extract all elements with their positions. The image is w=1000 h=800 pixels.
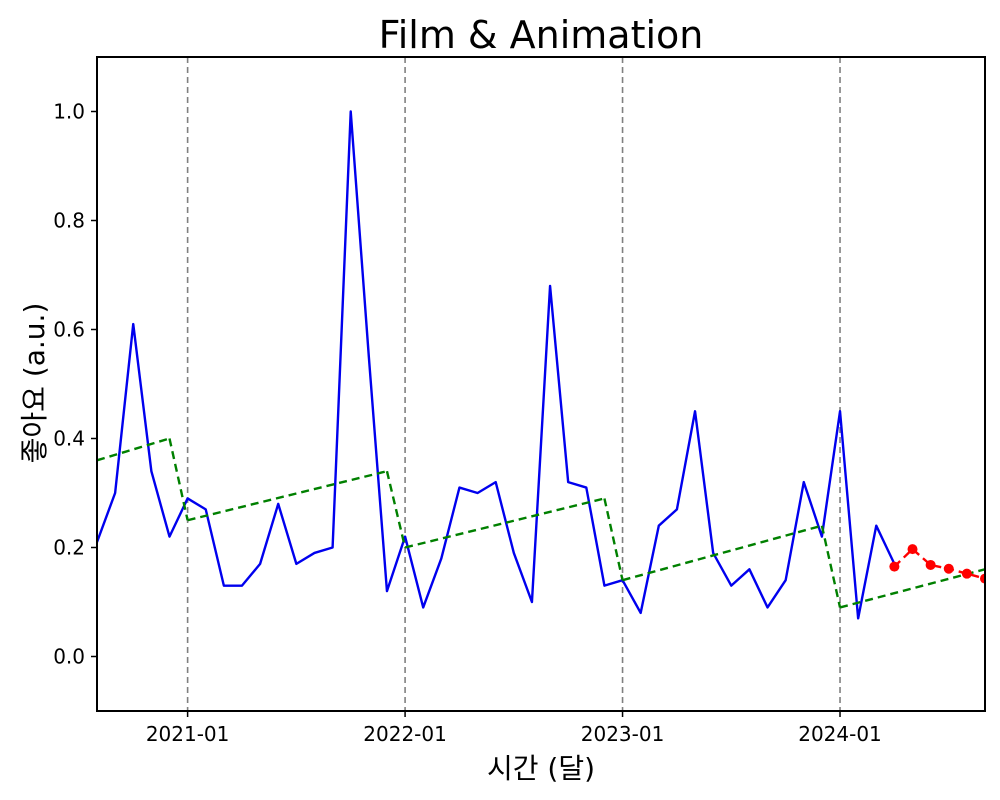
trend-connector — [603, 498, 624, 581]
forecast-point — [943, 563, 954, 574]
series-layer — [97, 110, 985, 620]
forecast-point — [980, 573, 985, 584]
trend-connector — [168, 438, 189, 521]
forecast-point — [925, 559, 936, 570]
x-axis-title: 시간 (달) — [487, 752, 595, 785]
x-tick-label: 2023-01 — [581, 722, 665, 746]
y-tick-label: 0.0 — [53, 645, 85, 669]
y-tick-label: 0.8 — [53, 209, 85, 233]
x-tick-label: 2021-01 — [146, 722, 230, 746]
trend-connector — [820, 525, 842, 608]
trend-segment — [97, 437, 170, 462]
trend-segment — [404, 497, 605, 549]
forecast-point — [889, 561, 900, 572]
x-tick-label: 2022-01 — [363, 722, 447, 746]
x-axis: 2021-01 2022-01 2023-01 2024-01 — [146, 711, 882, 746]
y-axis: 0.0 0.2 0.4 0.6 0.8 1.0 — [53, 100, 97, 669]
x-tick-label: 2024-01 — [798, 722, 882, 746]
trend-segment — [839, 568, 985, 609]
y-tick-label: 1.0 — [53, 100, 85, 124]
chart-title: Film & Animation — [379, 13, 704, 57]
likes-line — [97, 110, 896, 620]
y-tick-label: 0.2 — [53, 536, 85, 560]
y-axis-title: 좋아요 (a.u.) — [18, 303, 51, 464]
y-tick-label: 0.4 — [53, 427, 85, 451]
trend-connector — [385, 470, 407, 548]
year-divider-lines — [186, 57, 841, 711]
trend-segment — [187, 470, 388, 522]
y-tick-label: 0.6 — [53, 318, 85, 342]
forecast-point — [961, 568, 972, 579]
trend-segment — [622, 524, 823, 582]
plot-frame — [96, 56, 986, 712]
forecast-point — [907, 544, 918, 555]
